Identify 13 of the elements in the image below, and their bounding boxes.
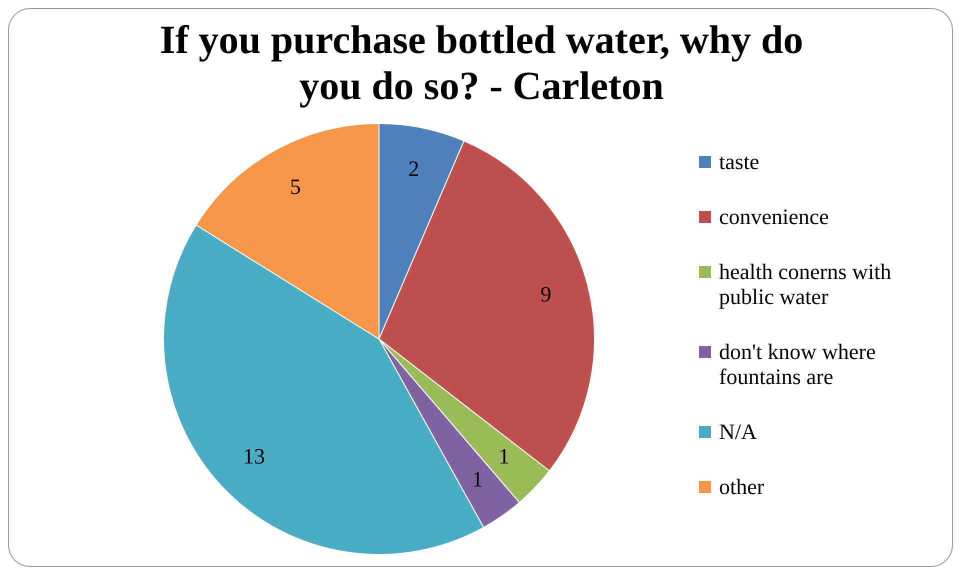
data-label: 13 [243,444,266,469]
legend-label: N/A [719,419,757,444]
data-label: 9 [540,282,552,307]
legend-label: convenience [719,204,829,229]
legend-label: other [719,474,764,499]
data-label: 1 [472,466,483,492]
legend-label: health conerns with public water [719,259,892,309]
legend-label: taste [719,149,760,174]
data-label: 2 [408,156,420,181]
chart-title: If you purchase bottled water, why do you do so? - Carleton [158,17,804,109]
legend-label: don't know where fountains are [719,339,877,389]
data-label: 5 [290,174,301,200]
data-label: 1 [498,444,510,469]
